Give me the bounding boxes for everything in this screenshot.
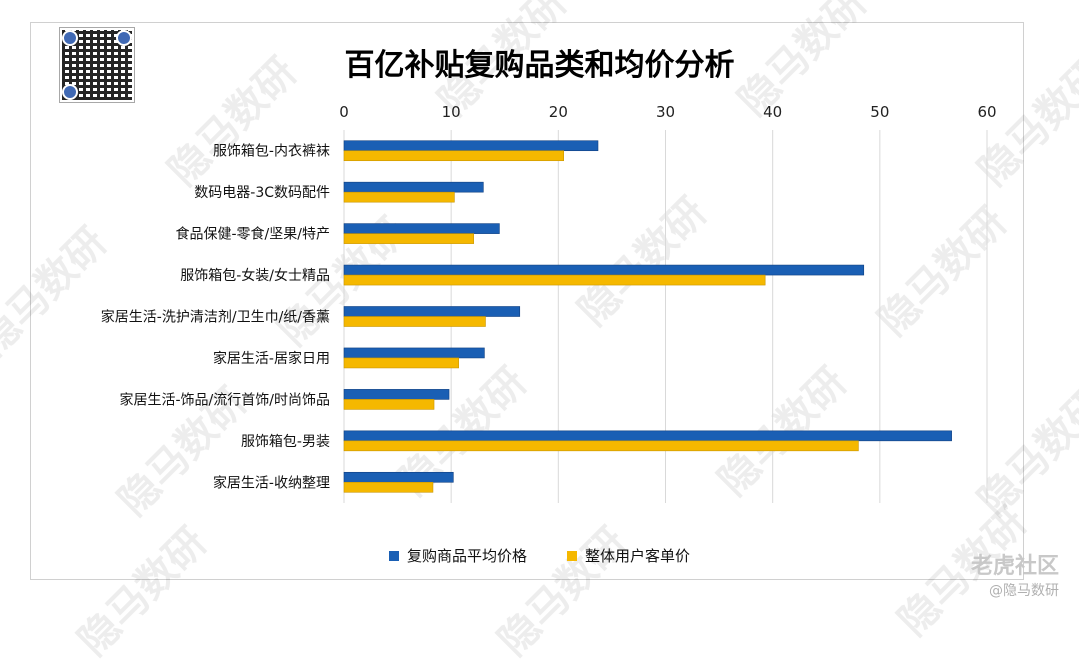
brand-handle: @隐马数研 (989, 583, 1059, 599)
bar-series1 (343, 347, 485, 359)
category-label: 服饰箱包-内衣裤袜 (213, 144, 330, 160)
bar-series2 (343, 150, 564, 162)
bar-series2 (343, 233, 474, 244)
x-tick-label: 0 (339, 103, 349, 121)
bar-series1 (343, 471, 454, 483)
bar-series1 (343, 140, 599, 152)
bar-series2 (343, 274, 766, 286)
brand-name: 老虎社区 (970, 554, 1059, 579)
x-tick-label: 20 (549, 103, 568, 121)
x-tick-label: 60 (977, 103, 996, 121)
bar-series2 (343, 399, 435, 410)
bar-series1 (343, 181, 484, 193)
category-label: 服饰箱包-男装 (241, 434, 330, 450)
category-label: 家居生活-洗护清洁剂/卫生巾/纸/香薰 (101, 309, 330, 326)
bar-series1 (343, 389, 450, 400)
x-tick-label: 30 (656, 103, 675, 121)
legend-label-series1: 复购商品平均价格 (406, 547, 527, 565)
qr-code-icon (59, 27, 135, 103)
legend-swatch-series2 (567, 550, 577, 561)
category-label: 服饰箱包-女装/女士精品 (180, 267, 330, 284)
category-label: 家居生活-收纳整理 (213, 474, 330, 491)
bar-series1 (343, 223, 500, 234)
bar-series2 (343, 481, 434, 493)
bar-series2 (343, 357, 459, 369)
bar-chart: 0 10 20 30 40 50 60 服饰箱包-内衣裤袜数码电器-3C数码配件食品保健-零食… (101, 103, 997, 503)
brand-watermark: 老虎社区 @隐马数研 (971, 548, 1059, 600)
bar-series1 (343, 264, 865, 276)
bar-series2 (343, 191, 455, 203)
category-label: 数码电器-3C数码配件 (194, 185, 330, 201)
bar-series1 (343, 430, 952, 442)
legend-swatch-series1 (388, 550, 399, 561)
bar-series1 (343, 306, 521, 317)
chart-frame (30, 22, 1024, 580)
category-label: 家居生活-居家日用 (213, 350, 330, 367)
chart-title: 百亿补贴复购品类和均价分析 (344, 48, 735, 83)
bar-series2 (343, 440, 859, 452)
chart-legend: 复购商品平均价格 整体用户客单价 (0, 545, 1079, 566)
category-label: 食品保健-零食/坚果/特产 (176, 226, 331, 243)
bar-series2 (343, 316, 486, 327)
x-tick-label: 40 (763, 103, 782, 121)
legend-label-series2: 整体用户客单价 (585, 547, 691, 565)
legend-item-series2: 整体用户客单价 (567, 545, 690, 566)
x-tick-label: 10 (442, 103, 461, 121)
legend-item-series1: 复购商品平均价格 (388, 545, 527, 566)
x-tick-label: 50 (870, 103, 889, 121)
category-label: 家居生活-饰品/流行首饰/时尚饰品 (120, 391, 331, 408)
